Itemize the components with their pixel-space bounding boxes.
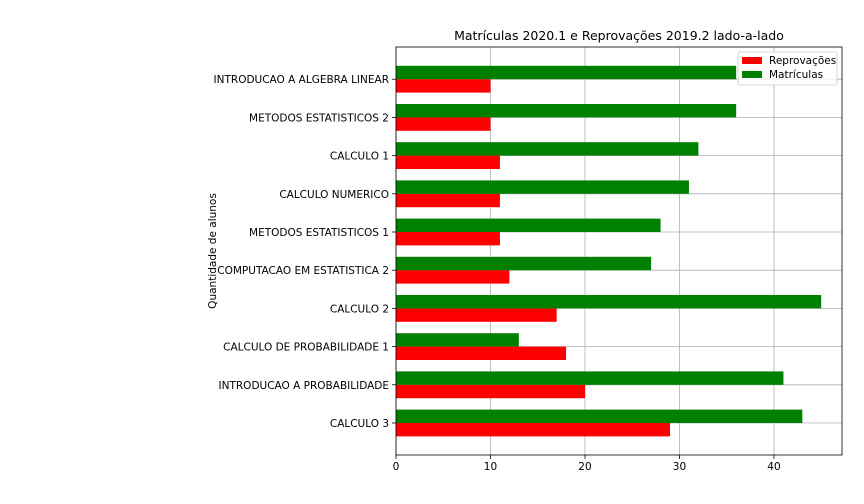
- legend-box: [737, 51, 838, 86]
- y-tick-label: CALCULO 1: [330, 151, 389, 163]
- bar-matriculas: [396, 256, 652, 271]
- bar-matriculas: [396, 409, 803, 423]
- bar-reprovacoes: [396, 193, 500, 208]
- bar-reprovacoes: [396, 346, 567, 360]
- y-ticks: CALCULO 3 INTRODUCAO A PROBABILIDADE CALCU…: [214, 74, 396, 430]
- y-tick-label: METODOS ESTATISTICOS 2: [249, 112, 389, 124]
- chart-title: Matrículas 2020.1 e Reprovações 2019.2 l…: [454, 28, 784, 43]
- y-tick-label: CALCULO NUMERICO: [279, 189, 389, 201]
- y-tick-label: COMPUTACAO EM ESTATISTICA 2: [217, 265, 389, 277]
- y-tick-label: CALCULO DE PROBABILIDADE 1: [223, 342, 389, 354]
- y-tick-label: INTRODUCAO A PROBABILIDADE: [219, 380, 389, 392]
- bar-reprovacoes: [396, 79, 491, 93]
- bar-reprovacoes: [396, 308, 557, 322]
- legend: Reprovações Matrículas: [737, 51, 838, 86]
- y-axis-label: Quantidade de alunos: [207, 193, 219, 309]
- bar-matriculas: [396, 333, 519, 347]
- bar-reprovacoes: [396, 384, 585, 399]
- y-tick-label: CALCULO 2: [330, 303, 389, 315]
- y-tick-label: METODOS ESTATISTICOS 1: [249, 227, 389, 239]
- legend-swatch: [742, 57, 762, 64]
- x-tick-label: 30: [673, 461, 686, 473]
- bar-reprovacoes: [396, 270, 510, 284]
- legend-label: Matrículas: [769, 69, 823, 81]
- y-tick-label: INTRODUCAO A ALGEBRA LINEAR: [214, 74, 389, 86]
- bar-reprovacoes: [396, 423, 671, 437]
- legend-swatch: [742, 71, 762, 78]
- legend-label: Reprovações: [769, 55, 836, 67]
- bar-matriculas: [396, 65, 737, 80]
- x-tick-label: 20: [578, 461, 591, 473]
- bar-matriculas: [396, 218, 661, 232]
- bar-reprovacoes: [396, 117, 491, 131]
- bars: [396, 65, 822, 437]
- bar-matriculas: [396, 104, 737, 118]
- y-tick-label: CALCULO 3: [330, 418, 389, 430]
- x-tick-label: 0: [393, 461, 400, 473]
- x-ticks: 0 10 20 30 40: [393, 455, 781, 473]
- plot-frame: [395, 46, 843, 456]
- x-tick-label: 10: [484, 461, 497, 473]
- bar-matriculas: [396, 295, 822, 309]
- bar-reprovacoes: [396, 155, 500, 169]
- bar-reprovacoes: [396, 232, 500, 246]
- bar-matriculas: [396, 371, 784, 385]
- x-tick-label: 40: [767, 461, 780, 473]
- bar-matriculas: [396, 180, 689, 194]
- bar-matriculas: [396, 142, 699, 156]
